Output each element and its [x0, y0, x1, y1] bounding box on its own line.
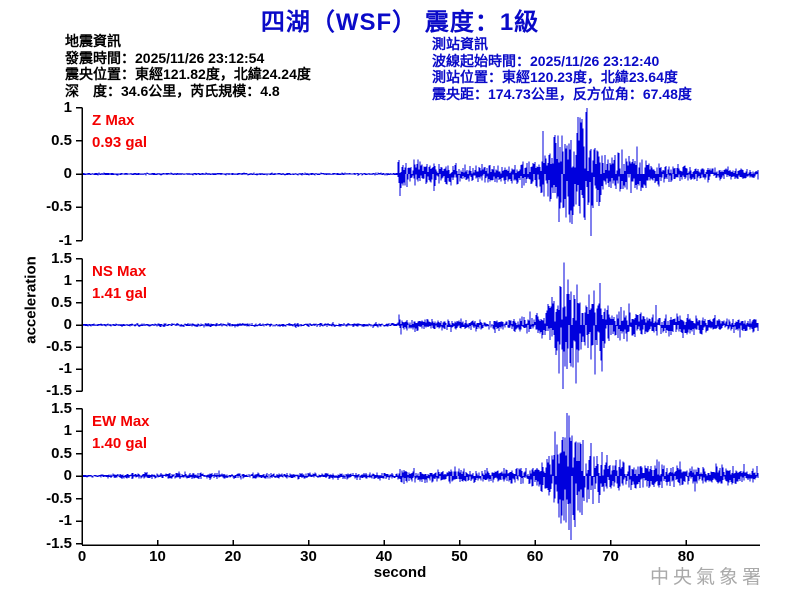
y-tick-label: -0.5: [46, 489, 72, 507]
y-tick-label: 0: [63, 467, 72, 484]
x-tick-label: 10: [149, 548, 166, 565]
y-tick-label: -1: [58, 512, 72, 529]
y-tick-label: 0.5: [51, 293, 72, 311]
y-tick-label: -0.5: [46, 338, 72, 356]
y-tick-label: 1.5: [51, 399, 72, 417]
x-tick-label: 20: [224, 548, 242, 565]
station-info-header: 測站資訊: [432, 36, 488, 52]
x-tick-label: 80: [677, 548, 695, 565]
y-tick-label: 0: [63, 316, 72, 333]
earthquake-info-header: 地震資訊: [65, 33, 121, 49]
channel-max-value: 1.40 gal: [92, 434, 148, 452]
station-location-line: 測站位置：東經120.23度，北緯23.64度: [432, 69, 678, 85]
x-tick-label: 60: [526, 548, 544, 565]
channel-max-value: 0.93 gal: [92, 133, 148, 151]
y-tick-label: 1.5: [51, 249, 72, 267]
channel-max-label: EW Max: [92, 412, 150, 430]
waveform-ns: [82, 262, 759, 389]
page-title: 四湖（WSF） 震度：1級: [260, 9, 540, 36]
record-start-time-line: 波線起始時間：2025/11/26 23:12:40: [432, 52, 660, 69]
x-tick-label: 70: [602, 548, 619, 565]
y-tick-label: -1.5: [46, 534, 72, 552]
y-tick-label: 0.5: [51, 444, 72, 462]
depth-magnitude-line: 深 度：34.6公里，芮氏規模：4.8: [65, 82, 280, 99]
y-tick-label: 1: [63, 271, 72, 289]
waveform-ew: [82, 413, 759, 540]
origin-time-line: 發震時間：2025/11/26 23:12:54: [65, 49, 265, 66]
agency-watermark: 中央氣象署: [650, 567, 766, 588]
x-tick-label: 40: [375, 548, 393, 565]
x-tick-label: 30: [300, 548, 317, 565]
channel-max-label: Z Max: [92, 111, 135, 129]
y-tick-label: 1: [63, 422, 72, 439]
y-tick-label: 0: [63, 165, 72, 182]
y-tick-label: -0.5: [46, 198, 72, 216]
waveform-z: [82, 108, 759, 236]
x-tick-label: 50: [451, 548, 468, 565]
channel-max-value: 1.41 gal: [92, 284, 148, 302]
x-axis-title: second: [373, 564, 427, 581]
y-tick-label: 0.5: [51, 131, 72, 149]
y-tick-label: -1.5: [46, 382, 72, 400]
y-tick-label: 1: [63, 98, 72, 116]
y-tick-label: -1: [58, 360, 72, 378]
axes: [76, 106, 760, 546]
epicentral-distance-line: 震央距：174.73公里，反方位角：67.48度: [432, 85, 692, 102]
x-tick-label: 0: [77, 548, 87, 565]
epicenter-location-line: 震央位置：東經121.82度，北緯24.24度: [65, 66, 311, 82]
y-tick-label: -1: [58, 231, 72, 249]
channel-max-label: NS Max: [92, 262, 147, 280]
earthquake-info-block: 地震資訊 發震時間：2025/11/26 23:12:54 震央位置：東經121…: [65, 33, 311, 99]
station-info-block: 測站資訊 波線起始時間：2025/11/26 23:12:40 測站位置：東經1…: [432, 36, 692, 102]
